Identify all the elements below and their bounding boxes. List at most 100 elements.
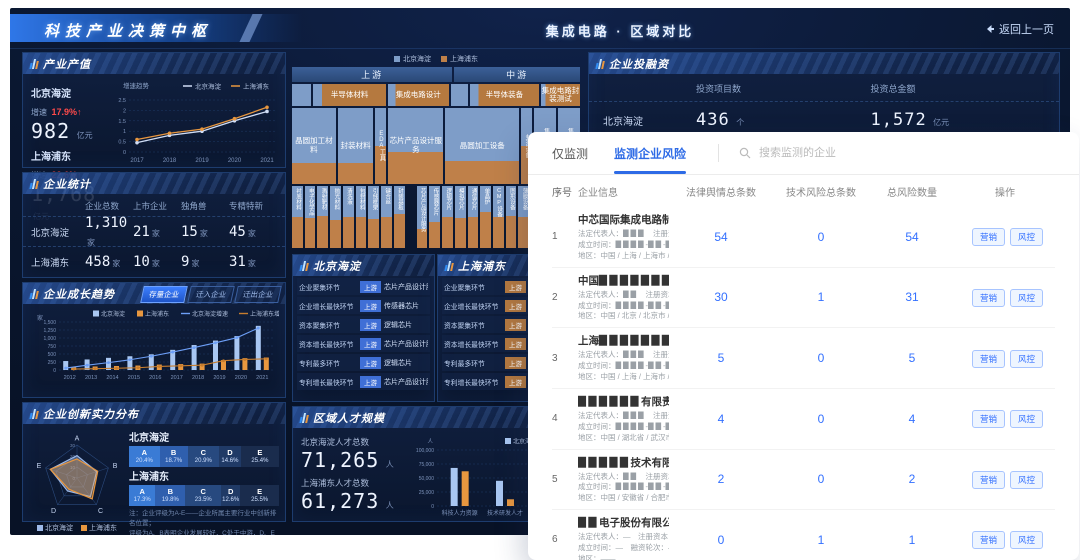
row-sequence: 2 <box>552 291 558 303</box>
marketing-button[interactable]: 营销 <box>971 288 1005 307</box>
detail-key: 专利最多环节 <box>299 360 340 368</box>
detail-key: 企业增长最快环节 <box>299 303 354 311</box>
company-info: 中芯国际集成电路制造(上海)有限公司法定代表人：▊▊▊ 注册资本：▊▊▊▊▊▊万… <box>578 212 669 262</box>
chain-strip[interactable]: 溅射靶材 <box>317 186 329 248</box>
tab-monitor-only[interactable]: 仅监测 <box>552 146 589 161</box>
search-box[interactable] <box>739 146 1055 160</box>
svg-text:2018: 2018 <box>192 375 204 381</box>
detail-tag: 上游 <box>505 280 526 293</box>
svg-text:2019: 2019 <box>195 158 209 164</box>
chain-strip[interactable]: 包封材料 <box>355 186 367 248</box>
tab-monitored-company-risk[interactable]: 监测企业风险 <box>614 132 687 174</box>
chain-node[interactable]: EDA工具 <box>375 108 387 184</box>
tech-risk-count[interactable]: 0 <box>817 229 825 244</box>
tech-risk-count[interactable]: 1 <box>817 532 825 547</box>
detail-key: 资本聚集环节 <box>444 322 485 330</box>
total-risk-count[interactable]: 1 <box>908 532 916 547</box>
chain-strip[interactable]: 通信芯片 <box>467 186 479 248</box>
company-detail-line: 法定代表人：— 注册资本：未披露 <box>578 532 669 542</box>
search-input[interactable] <box>757 146 962 160</box>
risk-control-button[interactable]: 风控 <box>1010 349 1044 368</box>
total-risk-count[interactable]: 31 <box>905 290 919 305</box>
svg-text:B: B <box>113 463 118 470</box>
company-detail-line: 法定代表人：▊▊▊ 注册资本：▊▊▊▊▊▊万美元 <box>578 229 669 238</box>
marketing-button[interactable]: 营销 <box>971 410 1005 429</box>
toggle-moved-in-enterprises[interactable]: 迁入企业 <box>187 286 235 303</box>
chain-node[interactable]: 芯片产品设计服务 <box>388 108 444 184</box>
legal-risk-count[interactable]: 54 <box>714 229 728 244</box>
chain-node[interactable]: 晶圆加工材料 <box>292 108 336 184</box>
grade-section-name: 北京海淀 <box>129 433 169 444</box>
chain-strip[interactable]: 衬底材料 <box>292 186 303 248</box>
legal-risk-count[interactable]: 30 <box>714 290 728 305</box>
marketing-button[interactable]: 营销 <box>971 470 1005 489</box>
risk-control-button[interactable]: 风控 <box>1010 470 1044 489</box>
chain-node[interactable]: 集成电路设计 <box>387 84 449 106</box>
back-button[interactable]: 返回上一页 <box>985 21 1054 37</box>
svg-text:E: E <box>37 463 42 470</box>
total-risk-count[interactable]: 5 <box>908 351 916 366</box>
tech-risk-count[interactable]: 0 <box>817 351 825 366</box>
grade-segment-D: D 12.6% <box>221 485 241 506</box>
output-trend-chart: 增速趋势 北京海淀 上海浦东 0 0.5 1 1.5 2 2.5 2017 2018 2019 2020… <box>105 78 281 224</box>
detail-value: 逻辑芯片 <box>384 359 412 367</box>
chain-strip[interactable]: 抛光材料 <box>330 186 341 248</box>
chain-strip[interactable]: 键合丝 <box>381 186 392 248</box>
legal-risk-count[interactable]: 4 <box>717 411 725 426</box>
chain-strip[interactable]: 单晶炉 <box>480 186 492 248</box>
risk-control-button[interactable]: 风控 <box>1010 531 1044 550</box>
chain-strip[interactable]: 图形设备 <box>505 186 517 248</box>
risk-control-button[interactable]: 风控 <box>1010 410 1044 429</box>
chain-node[interactable]: 集成电路封装测试 <box>541 84 580 106</box>
detail-row: 专利最多环节 上游 逻辑芯片 <box>297 354 430 371</box>
detail-key: 专利增长最快环节 <box>444 379 499 387</box>
svg-text:10: 10 <box>70 465 76 470</box>
risk-control-button[interactable]: 风控 <box>1010 288 1044 307</box>
company-detail-line: 地区：—— <box>578 553 616 560</box>
tech-risk-count[interactable]: 1 <box>817 290 825 305</box>
row-sequence: 3 <box>552 352 558 364</box>
grade-segment-C: C 20.9% <box>187 446 219 467</box>
marketing-button[interactable]: 营销 <box>971 349 1005 368</box>
chain-node[interactable]: 封装材料 <box>337 108 374 184</box>
toggle-existing-enterprises[interactable]: 存量企业 <box>140 286 188 303</box>
tech-risk-count[interactable]: 0 <box>817 472 825 487</box>
svg-text:A: A <box>75 436 80 443</box>
chain-strip[interactable]: 引线框架 <box>368 186 380 248</box>
svg-text:2021: 2021 <box>256 375 268 381</box>
risk-control-button[interactable]: 风控 <box>1010 228 1044 247</box>
svg-text:20: 20 <box>70 454 76 459</box>
chain-strip[interactable]: 逻辑芯片 <box>442 186 453 248</box>
total-risk-count[interactable]: 2 <box>908 472 916 487</box>
total-risk-count[interactable]: 54 <box>905 229 919 244</box>
marketing-button[interactable]: 营销 <box>971 228 1005 247</box>
chain-strip[interactable]: 模拟芯片 <box>454 186 466 248</box>
svg-text:0: 0 <box>53 368 56 374</box>
chain-node[interactable]: 半导体装备 <box>469 84 540 106</box>
total-risk-count[interactable]: 4 <box>908 411 916 426</box>
chain-strip[interactable]: CMP设备 <box>493 186 504 248</box>
toggle-moved-out-enterprises[interactable]: 迁出企业 <box>234 286 282 303</box>
chain-strip[interactable]: 芯片产品设计服务 <box>416 186 428 248</box>
legal-risk-count[interactable]: 5 <box>717 351 725 366</box>
chain-node[interactable]: 半导体材料 <box>313 84 386 106</box>
legal-risk-count[interactable]: 2 <box>717 472 725 487</box>
svg-text:0: 0 <box>431 504 434 510</box>
svg-text:0: 0 <box>123 150 126 156</box>
chain-strip[interactable]: 封装基板 <box>393 186 405 248</box>
growth-rate: 17.9%↑ <box>51 107 82 117</box>
chain-strip[interactable]: 传感器芯片 <box>429 186 441 248</box>
chain-strip[interactable]: 清洗液 <box>342 186 354 248</box>
chain-node[interactable]: 封测设备 <box>521 108 533 184</box>
svg-text:0.5: 0.5 <box>118 140 126 146</box>
company-info: ▊▊▊▊▊▊有限责任公司法定代表人：▊▊▊ 注册资本：▊▊▊▊▊万人民币成立时间… <box>578 394 669 444</box>
svg-text:2017: 2017 <box>171 375 183 381</box>
legal-risk-count[interactable]: 0 <box>717 532 725 547</box>
tech-risk-count[interactable]: 0 <box>817 411 825 426</box>
marketing-button[interactable]: 营销 <box>971 531 1005 550</box>
chain-node[interactable]: 晶圆加工设备 <box>445 108 520 184</box>
chain-strip[interactable]: 电子化学品 <box>304 186 316 248</box>
chain-strip[interactable]: 薄膜设备 <box>518 186 530 248</box>
